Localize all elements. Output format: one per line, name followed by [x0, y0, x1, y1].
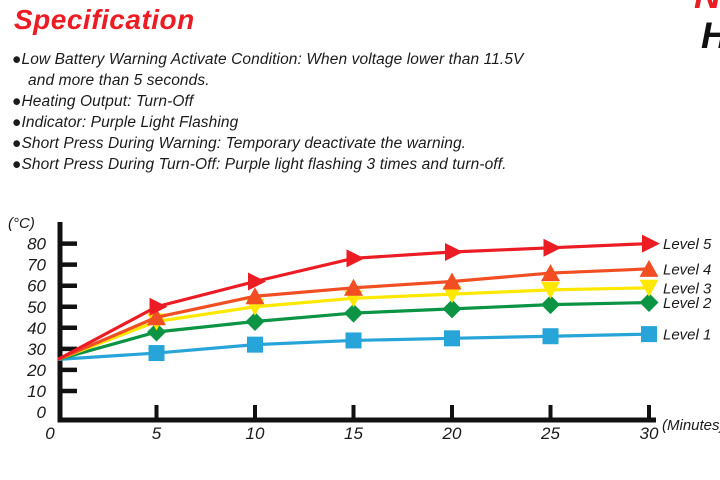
legend-label-level-3: Level 3 — [663, 280, 712, 297]
series-marker-level-2 — [147, 322, 166, 342]
y-tick-label: 80 — [27, 235, 46, 254]
temperature-line-chart: 0 10 20 30 40 50 60 70 80 0 5 10 15 20 25 30 (°C) (Minute… — [8, 215, 720, 443]
series-marker-level-4 — [245, 287, 265, 305]
x-axis-unit-label: (Minutes) — [662, 417, 720, 434]
series-marker-level-5 — [248, 272, 266, 291]
series-marker-level-5 — [346, 249, 365, 268]
series-marker-level-3 — [639, 279, 659, 297]
series-marker-level-1 — [542, 328, 559, 345]
series-marker-level-2 — [639, 293, 659, 313]
y-tick-label: 10 — [27, 382, 46, 401]
spec-line: ● Low Battery Warning Activate Condition… — [12, 49, 652, 70]
series-marker-level-2 — [442, 299, 462, 319]
series-marker-level-3 — [541, 281, 560, 299]
series-marker-level-5 — [445, 243, 463, 262]
legend-label-level-1: Level 1 — [663, 327, 711, 344]
x-tick-label: 5 — [152, 424, 162, 443]
legend-label-level-5: Level 5 — [663, 236, 712, 253]
spec-text: Heating Output: Turn-Off — [21, 93, 194, 110]
y-tick-label: 50 — [27, 298, 46, 317]
bullet-icon: ● — [12, 156, 22, 173]
spec-text: Short Press During Warning: Temporary de… — [21, 135, 467, 152]
y-tick-label: 0 — [37, 403, 47, 422]
x-tick-label: 30 — [640, 424, 659, 443]
y-tick-label: 60 — [27, 277, 46, 296]
series-marker-level-4 — [344, 278, 363, 296]
spec-line: and more than 5 seconds. — [12, 70, 652, 91]
spec-line: ● Heating Output: Turn-Off — [12, 91, 652, 112]
spec-text: Indicator: Purple Light Flashing — [21, 114, 239, 131]
x-tick-label: 20 — [442, 424, 462, 443]
x-tick-label: 25 — [540, 424, 560, 443]
y-tick-label: 30 — [27, 340, 46, 359]
legend-label-level-2: Level 2 — [663, 295, 712, 312]
bullet-icon: ● — [12, 114, 22, 131]
x-tick-label: 15 — [344, 424, 363, 443]
series-marker-level-5 — [543, 238, 562, 257]
series-marker-level-1 — [247, 336, 263, 353]
series-marker-level-2 — [541, 295, 560, 315]
bullet-icon: ● — [12, 51, 22, 68]
spec-text: Low Battery Warning Activate Condition: … — [21, 51, 524, 68]
series-marker-level-1 — [148, 345, 165, 362]
series-marker-level-4 — [442, 272, 462, 290]
y-axis-unit-label: (°C) — [8, 215, 35, 232]
series-marker-level-4 — [147, 308, 166, 326]
spec-text: Short Press During Turn-Off: Purple ligh… — [21, 156, 507, 173]
logo-letter-fragment-top: N — [694, 0, 720, 17]
bullet-icon: ● — [12, 93, 22, 110]
x-tick-label: 10 — [246, 424, 265, 443]
x-tick-label: 0 — [45, 424, 55, 443]
series-marker-level-5 — [642, 234, 660, 253]
spec-text: and more than 5 seconds. — [28, 72, 210, 89]
bullet-icon — [12, 70, 28, 91]
spec-line: ● Indicator: Purple Light Flashing — [12, 112, 652, 133]
series-marker-level-4 — [639, 259, 659, 277]
legend-label-level-4: Level 4 — [663, 261, 711, 278]
series-marker-level-1 — [641, 326, 657, 343]
series-marker-level-2 — [245, 311, 265, 331]
y-tick-label: 20 — [26, 361, 46, 380]
spec-list: ● Low Battery Warning Activate Condition… — [12, 49, 652, 175]
series-marker-level-1 — [345, 332, 362, 349]
y-tick-label: 70 — [27, 256, 46, 275]
series-marker-level-5 — [149, 297, 168, 316]
logo-letter-fragment-bottom: H — [701, 15, 720, 57]
series-marker-level-2 — [344, 303, 363, 323]
page-title: Specification — [14, 4, 195, 35]
y-tick-label: 40 — [27, 319, 46, 338]
spec-line: ● Short Press During Warning: Temporary … — [12, 133, 652, 154]
bullet-icon: ● — [12, 135, 22, 152]
series-marker-level-3 — [442, 286, 462, 304]
series-marker-level-4 — [541, 264, 560, 282]
spec-line: ● Short Press During Turn-Off: Purple li… — [12, 154, 652, 175]
series-marker-level-1 — [444, 330, 460, 347]
